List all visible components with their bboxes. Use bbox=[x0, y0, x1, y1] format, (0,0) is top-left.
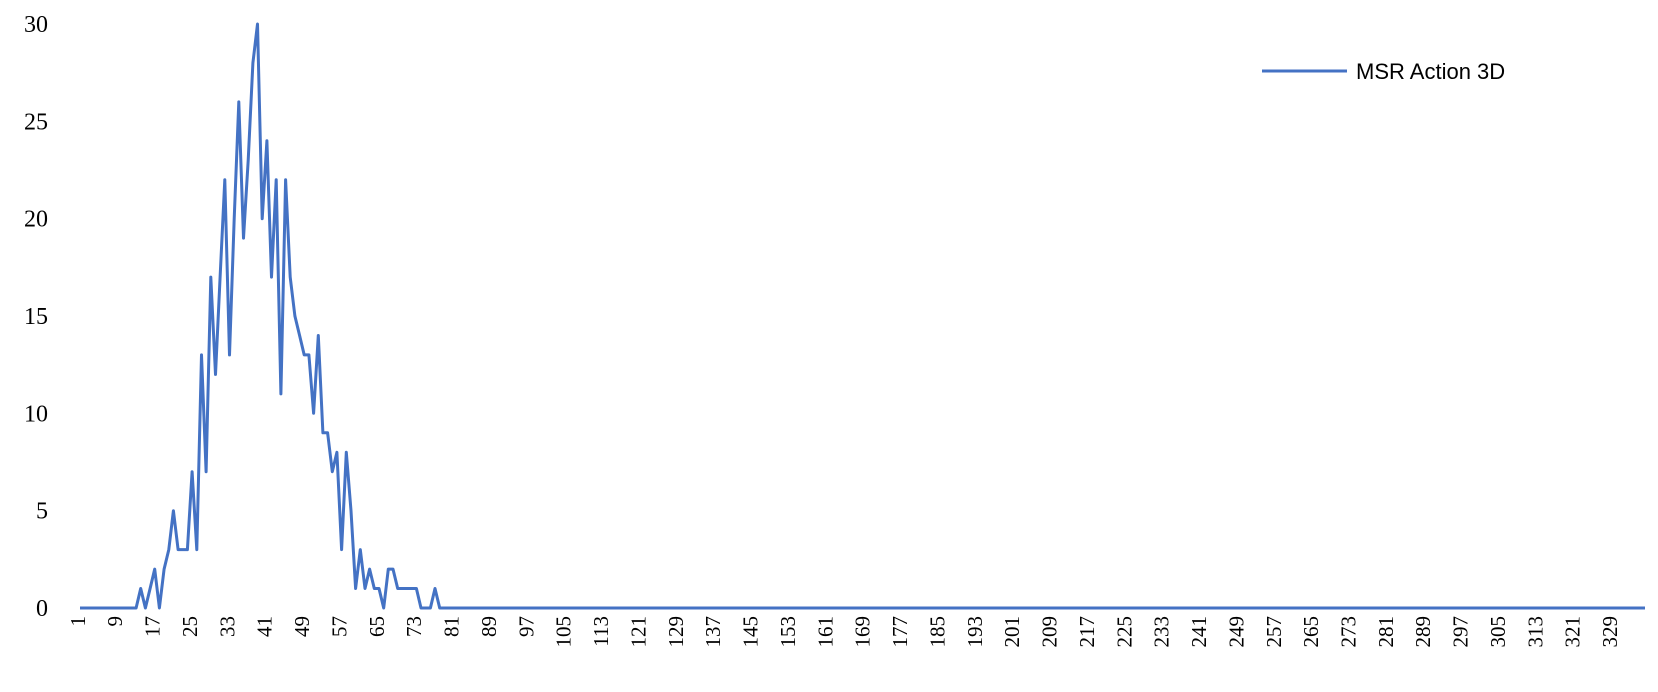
x-tick-label: 121 bbox=[626, 616, 650, 648]
x-tick-label: 305 bbox=[1486, 616, 1510, 648]
x-tick-label: 73 bbox=[402, 616, 426, 637]
x-tick-label: 225 bbox=[1112, 616, 1136, 648]
legend-label-msr-action-3d: MSR Action 3D bbox=[1356, 59, 1505, 84]
x-tick-label: 33 bbox=[215, 616, 239, 637]
x-tick-label: 329 bbox=[1598, 616, 1622, 648]
x-tick-label: 113 bbox=[589, 616, 613, 647]
x-tick-label: 89 bbox=[477, 616, 501, 637]
x-tick-label: 297 bbox=[1449, 616, 1473, 648]
x-tick-label: 153 bbox=[776, 616, 800, 648]
y-tick-label: 30 bbox=[24, 12, 48, 38]
series-line-msr-action-3d bbox=[80, 24, 1645, 608]
x-tick-label: 129 bbox=[664, 616, 688, 648]
x-tick-label: 265 bbox=[1299, 616, 1323, 648]
legend: MSR Action 3D bbox=[1262, 59, 1505, 84]
x-tick-label: 97 bbox=[514, 616, 538, 637]
x-tick-label: 57 bbox=[327, 616, 351, 637]
x-tick-label: 257 bbox=[1262, 616, 1286, 648]
x-tick-label: 209 bbox=[1038, 616, 1062, 648]
x-tick-label: 321 bbox=[1561, 616, 1585, 648]
x-tick-label: 105 bbox=[552, 616, 576, 648]
x-axis: 1 9 17 25 33 41 49 57 65 73 81 89 97 105 113 121 129 137 1… bbox=[66, 616, 1622, 648]
x-tick-label: 1 bbox=[66, 616, 90, 627]
y-tick-label: 5 bbox=[36, 499, 48, 525]
x-tick-label: 177 bbox=[888, 616, 912, 648]
x-tick-label: 145 bbox=[739, 616, 763, 648]
x-tick-label: 241 bbox=[1187, 616, 1211, 648]
x-tick-label: 273 bbox=[1336, 616, 1360, 648]
x-tick-label: 313 bbox=[1523, 616, 1547, 648]
series-layer bbox=[80, 24, 1645, 608]
x-tick-label: 137 bbox=[701, 616, 725, 648]
x-tick-label: 161 bbox=[813, 616, 837, 648]
x-tick-label: 217 bbox=[1075, 616, 1099, 648]
x-tick-label: 49 bbox=[290, 616, 314, 637]
x-tick-label: 9 bbox=[103, 616, 127, 627]
x-tick-label: 185 bbox=[925, 616, 949, 648]
y-tick-label: 25 bbox=[24, 109, 48, 135]
x-tick-label: 81 bbox=[440, 616, 464, 637]
x-tick-label: 289 bbox=[1411, 616, 1435, 648]
x-tick-label: 201 bbox=[1000, 616, 1024, 648]
y-tick-label: 0 bbox=[36, 596, 48, 622]
x-tick-label: 169 bbox=[851, 616, 875, 648]
x-tick-label: 65 bbox=[365, 616, 389, 637]
y-tick-label: 10 bbox=[24, 401, 48, 427]
y-axis: 0 5 10 15 20 25 30 bbox=[24, 12, 48, 622]
x-tick-label: 17 bbox=[141, 616, 165, 637]
x-tick-label: 249 bbox=[1224, 616, 1248, 648]
x-tick-label: 25 bbox=[178, 616, 202, 637]
x-tick-label: 281 bbox=[1374, 616, 1398, 648]
y-tick-label: 15 bbox=[24, 304, 48, 330]
x-tick-label: 193 bbox=[963, 616, 987, 648]
x-tick-label: 233 bbox=[1150, 616, 1174, 648]
y-tick-label: 20 bbox=[24, 207, 48, 233]
x-tick-label: 41 bbox=[253, 616, 277, 637]
